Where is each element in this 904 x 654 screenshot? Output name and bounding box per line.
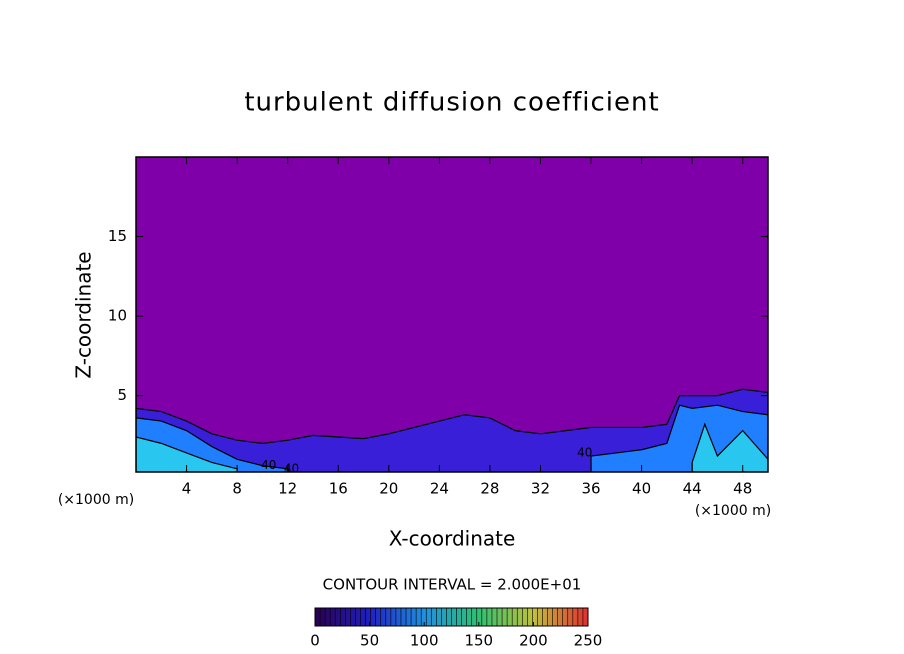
x-tick-label: 4 bbox=[182, 480, 192, 498]
contour-label: 40 bbox=[261, 458, 276, 472]
x-axis-label: X-coordinate bbox=[389, 527, 516, 551]
x-unit: (×1000 m) bbox=[58, 492, 134, 508]
y-tick-label: 5 bbox=[117, 386, 127, 404]
y-tick-label: 15 bbox=[108, 227, 127, 245]
x-tick-label: 24 bbox=[430, 480, 449, 498]
y-tick-label: 10 bbox=[108, 307, 127, 325]
x-tick-label: 40 bbox=[632, 480, 651, 498]
x-unit: (×1000 m) bbox=[695, 503, 771, 519]
x-tick-label: 16 bbox=[329, 480, 348, 498]
x-tick-label: 28 bbox=[480, 480, 499, 498]
contour-interval: CONTOUR INTERVAL = 2.000E+01 bbox=[323, 576, 582, 594]
y-axis-label: Z-coordinate bbox=[72, 251, 96, 378]
x-tick-label: 12 bbox=[278, 480, 297, 498]
x-tick-label: 36 bbox=[581, 480, 600, 498]
contour-label: 40 bbox=[577, 445, 592, 459]
plot-frame bbox=[135, 156, 769, 473]
colorbar-tick-label: 100 bbox=[410, 632, 439, 650]
x-tick-label: 44 bbox=[683, 480, 702, 498]
x-tick-label: 32 bbox=[531, 480, 550, 498]
plot-area: 40 40 40 bbox=[136, 157, 768, 475]
x-tick-label: 48 bbox=[733, 480, 752, 498]
contour-label: 40 bbox=[284, 461, 299, 475]
colorbar-tick-label: 250 bbox=[574, 632, 603, 650]
x-tick-label: 20 bbox=[379, 480, 398, 498]
colorbar-tick-label: 0 bbox=[310, 632, 320, 650]
contour-region bbox=[136, 388, 768, 472]
colorbar-tick-label: 50 bbox=[360, 632, 379, 650]
colorbar-tick-label: 150 bbox=[464, 632, 493, 650]
colorbar-tick-label: 200 bbox=[519, 632, 548, 650]
x-tick-label: 8 bbox=[232, 480, 242, 498]
contour-region bbox=[691, 422, 768, 472]
chart-title: turbulent diffusion coefficient bbox=[244, 88, 659, 118]
